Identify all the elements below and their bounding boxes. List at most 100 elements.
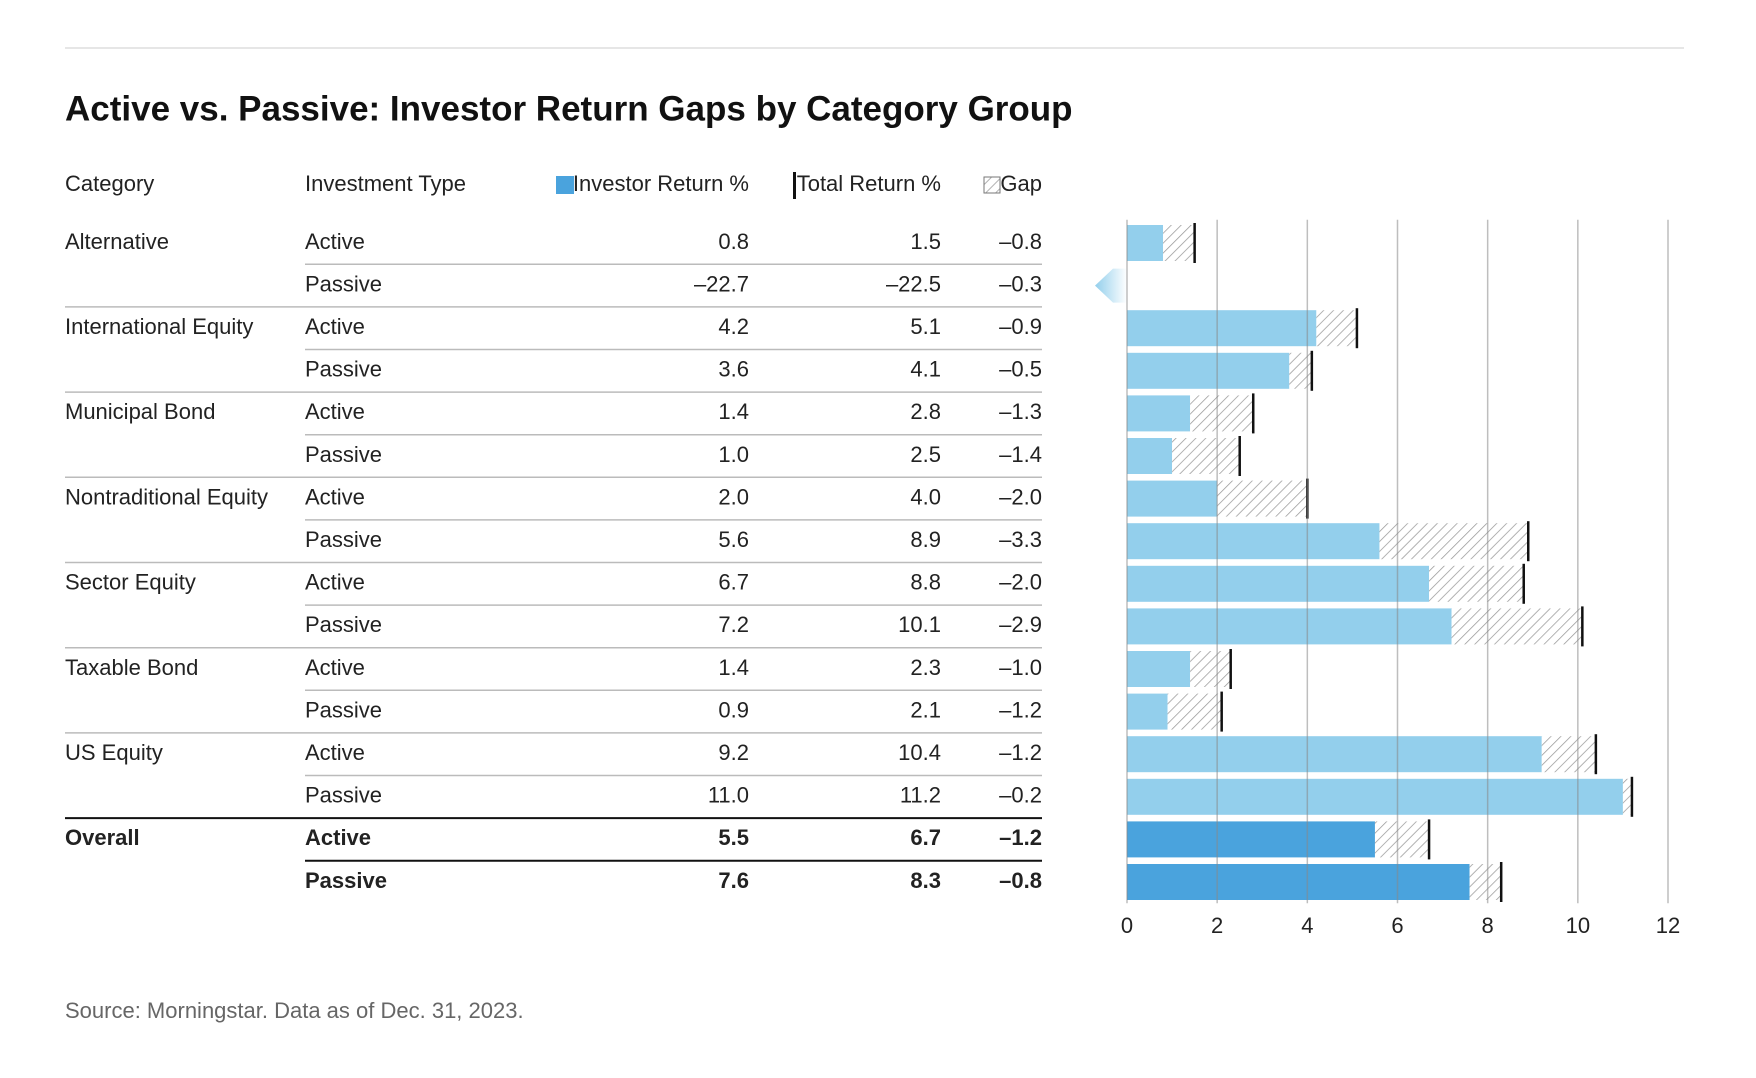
category-label: Passive bbox=[305, 612, 382, 637]
bar bbox=[1127, 395, 1191, 432]
bar bbox=[104, 268, 1127, 304]
category-label: Active bbox=[305, 825, 371, 850]
category-label: Passive bbox=[305, 527, 382, 552]
group-label: Sector Equity bbox=[65, 570, 196, 595]
bar bbox=[1127, 310, 1317, 347]
value-label: 6.7 bbox=[910, 825, 941, 850]
offscale-arrow bbox=[1095, 268, 1127, 303]
legend-label: Investor Return % bbox=[573, 171, 749, 196]
group-label: International Equity bbox=[65, 314, 253, 339]
value-label: 11.0 bbox=[708, 783, 749, 808]
gap-bar bbox=[1429, 565, 1524, 602]
x-tick-label: 4 bbox=[1301, 913, 1313, 938]
category-label: Active bbox=[305, 229, 365, 254]
value-label: 2.5 bbox=[910, 442, 941, 467]
gap-bar bbox=[1451, 608, 1583, 645]
bar bbox=[1127, 736, 1542, 773]
value-label: 0.8 bbox=[718, 229, 749, 254]
value-label: 5.6 bbox=[718, 527, 749, 552]
bar bbox=[1127, 693, 1168, 730]
category-label: Active bbox=[305, 740, 365, 765]
value-label: 7.2 bbox=[718, 612, 749, 637]
value-label: 2.3 bbox=[910, 655, 941, 680]
group-label: US Equity bbox=[65, 740, 163, 765]
x-tick-label: 8 bbox=[1482, 913, 1494, 938]
value-label: 9.2 bbox=[718, 740, 749, 765]
value-label: 6.7 bbox=[718, 570, 749, 595]
value-label: 1.5 bbox=[910, 229, 941, 254]
gap-bar bbox=[1190, 651, 1231, 687]
bar bbox=[1127, 608, 1452, 645]
value-label: 11.2 bbox=[900, 783, 941, 808]
value-label: 1.0 bbox=[718, 442, 749, 467]
value-label: 4.1 bbox=[910, 357, 941, 382]
source: Source: Morningstar. Data as of Dec. 31,… bbox=[65, 998, 524, 1023]
legend-swatch bbox=[556, 176, 574, 194]
category-label: Passive bbox=[305, 271, 382, 296]
gap-bar bbox=[1172, 438, 1240, 474]
group-label: Alternative bbox=[65, 229, 169, 254]
gap-bar bbox=[1217, 480, 1308, 517]
value-label: –1.4 bbox=[999, 442, 1042, 467]
value-label: 10.4 bbox=[898, 740, 941, 765]
value-label: 1.4 bbox=[718, 399, 749, 424]
category-label: Active bbox=[305, 399, 365, 424]
value-label: 2.1 bbox=[910, 697, 941, 722]
value-label: 10.1 bbox=[898, 612, 941, 637]
category-label: Passive bbox=[305, 868, 387, 893]
category-label: Active bbox=[305, 484, 365, 509]
value-label: –1.2 bbox=[999, 740, 1042, 765]
value-label: 7.6 bbox=[718, 868, 749, 893]
group-label: Nontraditional Equity bbox=[65, 484, 268, 509]
bar bbox=[1127, 480, 1218, 517]
category-label: Passive bbox=[305, 442, 382, 467]
category-label: Passive bbox=[305, 357, 382, 382]
category-label: Passive bbox=[305, 783, 382, 808]
value-label: –2.9 bbox=[999, 612, 1042, 637]
value-label: –1.0 bbox=[999, 655, 1042, 680]
value-label: –0.8 bbox=[999, 868, 1042, 893]
value-label: –0.2 bbox=[999, 783, 1042, 808]
value-label: 4.0 bbox=[910, 484, 941, 509]
bar bbox=[1127, 352, 1290, 389]
value-label: 4.2 bbox=[718, 314, 749, 339]
value-label: –2.0 bbox=[999, 484, 1042, 509]
x-tick-label: 0 bbox=[1121, 913, 1133, 938]
bar bbox=[1127, 778, 1623, 815]
x-tick-label: 10 bbox=[1566, 913, 1590, 938]
value-label: –0.8 bbox=[999, 229, 1042, 254]
value-label: –1.2 bbox=[999, 697, 1042, 722]
value-label: –0.3 bbox=[999, 271, 1042, 296]
group-header: Category bbox=[65, 171, 154, 196]
value-label: –2.0 bbox=[999, 570, 1042, 595]
group-label: Municipal Bond bbox=[65, 399, 215, 424]
bar bbox=[1127, 523, 1380, 560]
value-label: 0.9 bbox=[718, 697, 749, 722]
gap-bar bbox=[1469, 864, 1502, 900]
value-label: 8.9 bbox=[910, 527, 941, 552]
chart-title: Active vs. Passive: Investor Return Gaps… bbox=[65, 89, 1073, 128]
bar bbox=[1127, 864, 1470, 900]
category-header: Investment Type bbox=[305, 171, 466, 196]
category-label: Active bbox=[305, 314, 365, 339]
value-label: –1.3 bbox=[999, 399, 1042, 424]
value-label: 8.3 bbox=[910, 868, 941, 893]
category-label: Active bbox=[305, 570, 365, 595]
gap-bar bbox=[104, 268, 113, 304]
value-label: –22.7 bbox=[694, 271, 749, 296]
category-label: Passive bbox=[305, 697, 382, 722]
x-tick-label: 2 bbox=[1211, 913, 1223, 938]
value-label: –3.3 bbox=[999, 527, 1042, 552]
value-label: 5.1 bbox=[910, 314, 941, 339]
value-label: 8.8 bbox=[910, 570, 941, 595]
legend-label: Total Return % bbox=[797, 171, 941, 196]
gap-bar bbox=[1622, 778, 1632, 815]
gap-bar bbox=[1167, 693, 1222, 730]
gap-bar bbox=[1316, 310, 1357, 347]
gap-bar bbox=[1374, 821, 1430, 858]
group-label: Overall bbox=[65, 825, 140, 850]
gap-bar bbox=[1289, 352, 1312, 389]
value-label: 3.6 bbox=[718, 357, 749, 382]
bar bbox=[1127, 438, 1173, 474]
